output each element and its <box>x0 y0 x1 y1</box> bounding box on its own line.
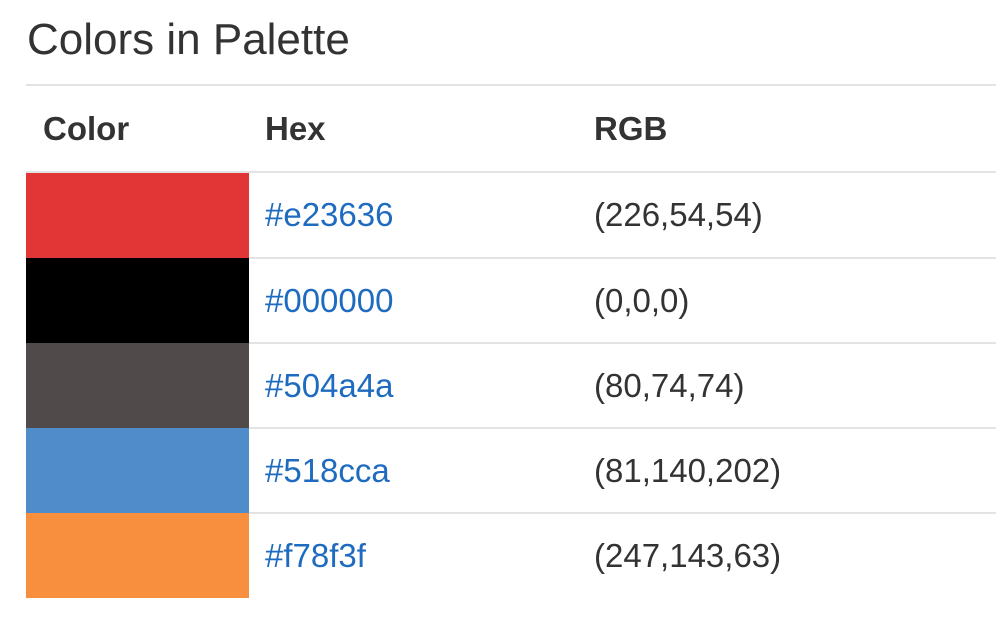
hex-cell: #518cca <box>249 428 579 514</box>
color-cell <box>26 172 249 258</box>
rgb-value: (80,74,74) <box>594 366 745 404</box>
hex-link[interactable]: #504a4a <box>265 366 394 404</box>
rgb-value: (81,140,202) <box>594 451 782 489</box>
table-row: #f78f3f (247,143,63) <box>26 513 996 598</box>
hex-link[interactable]: #e23636 <box>265 196 394 233</box>
hex-cell: #504a4a <box>249 343 579 429</box>
hex-link[interactable]: #518cca <box>265 451 390 489</box>
hex-link[interactable]: #000000 <box>265 281 394 319</box>
hex-cell: #000000 <box>249 258 579 344</box>
color-cell <box>26 343 249 428</box>
color-swatch <box>26 428 249 513</box>
table-body: #e23636 (226,54,54) #000000 (0,0,0) <box>26 172 996 598</box>
rgb-cell: (0,0,0) <box>579 258 996 344</box>
table-row: #504a4a (80,74,74) <box>26 343 996 429</box>
table-row: #518cca (81,140,202) <box>26 428 996 514</box>
color-swatch <box>26 173 249 258</box>
page-title: Colors in Palette <box>26 0 996 86</box>
rgb-cell: (81,140,202) <box>579 428 996 514</box>
color-swatch <box>26 343 249 428</box>
color-swatch <box>26 513 249 598</box>
rgb-cell: (226,54,54) <box>579 172 996 259</box>
column-header-rgb: RGB <box>579 86 996 173</box>
rgb-value: (226,54,54) <box>594 196 763 233</box>
palette-panel: Colors in Palette Color Hex RGB #e23636 <box>26 0 996 598</box>
color-cell <box>26 258 249 343</box>
rgb-cell: (80,74,74) <box>579 343 996 429</box>
hex-cell: #e23636 <box>249 172 579 259</box>
column-header-hex: Hex <box>249 86 579 173</box>
rgb-cell: (247,143,63) <box>579 513 996 598</box>
table-header: Color Hex RGB <box>26 86 996 173</box>
rgb-value: (0,0,0) <box>594 281 690 319</box>
header-row: Color Hex RGB <box>26 86 996 173</box>
table-row: #e23636 (226,54,54) <box>26 172 996 259</box>
rgb-value: (247,143,63) <box>594 537 782 574</box>
hex-link[interactable]: #f78f3f <box>265 537 366 574</box>
hex-cell: #f78f3f <box>249 513 579 598</box>
color-swatch <box>26 258 249 343</box>
color-cell <box>26 428 249 513</box>
color-cell <box>26 513 249 598</box>
palette-table: Color Hex RGB #e23636 (226,54,54) <box>26 86 996 598</box>
table-row: #000000 (0,0,0) <box>26 258 996 344</box>
column-header-color: Color <box>26 86 249 173</box>
